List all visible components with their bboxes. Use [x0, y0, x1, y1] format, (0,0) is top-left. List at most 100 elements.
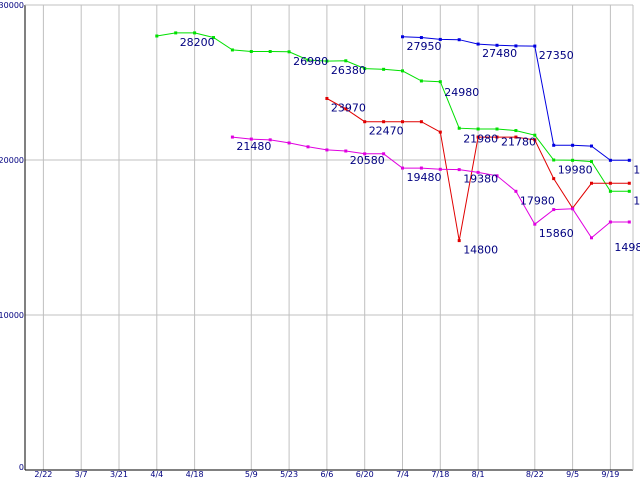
series-point	[552, 177, 556, 181]
series-point	[457, 239, 461, 243]
series-point	[514, 129, 518, 133]
series-point	[401, 120, 404, 124]
series-point	[476, 42, 480, 46]
series-point	[287, 50, 291, 54]
series-2	[325, 96, 631, 243]
series-point	[590, 144, 593, 148]
series-point	[155, 34, 159, 38]
series-point	[495, 135, 499, 139]
series-point	[306, 145, 310, 149]
x-tick-label: 4/4	[150, 470, 163, 479]
series-point	[438, 167, 442, 171]
series-point	[571, 143, 575, 147]
x-tick-label: 5/9	[245, 470, 258, 479]
series-point	[476, 135, 480, 139]
series-point	[325, 148, 329, 152]
data-label: 21480	[236, 140, 271, 153]
series-point	[268, 138, 272, 142]
data-label: 15860	[539, 227, 574, 240]
series-point	[608, 189, 612, 193]
series-point	[552, 158, 556, 162]
x-tick-label: 9/5	[566, 470, 579, 479]
data-label: 27480	[482, 47, 517, 60]
series-line	[232, 136, 630, 239]
data-label: 19480	[407, 171, 442, 184]
series-point	[457, 168, 461, 172]
series-point	[533, 222, 537, 226]
series-point	[401, 166, 404, 170]
series-point	[419, 120, 423, 124]
series-point	[514, 44, 518, 48]
series-3	[230, 135, 631, 240]
y-tick-label: 0	[19, 463, 24, 472]
data-label: 17980	[633, 194, 640, 207]
series-1	[401, 35, 631, 162]
series-point	[590, 160, 593, 164]
series-point	[457, 126, 461, 130]
series-point	[419, 166, 423, 170]
series-point	[212, 36, 215, 40]
series-line	[156, 32, 630, 192]
series-point	[268, 50, 272, 53]
series-point	[533, 133, 537, 137]
series-point	[571, 158, 575, 162]
series-point	[590, 181, 593, 185]
data-label: 21780	[501, 135, 536, 148]
series-point	[476, 127, 480, 131]
series-point	[571, 207, 575, 211]
series-point	[401, 35, 404, 39]
series-point	[193, 31, 197, 35]
data-label: 20580	[350, 154, 385, 167]
x-tick-label: 7/18	[431, 470, 449, 479]
series-point	[344, 59, 348, 63]
series-point	[608, 181, 612, 185]
series-point	[627, 158, 631, 162]
series-point	[306, 58, 310, 62]
series-point	[287, 141, 291, 145]
series-point	[363, 67, 367, 71]
x-tick-label: 6/6	[320, 470, 333, 479]
series-point	[533, 138, 537, 142]
series-point	[419, 36, 423, 40]
series-point	[457, 38, 461, 42]
series-point	[495, 43, 499, 47]
series-point	[438, 37, 442, 41]
series-point	[552, 208, 556, 212]
data-label: 23970	[331, 101, 366, 114]
series-point	[325, 96, 329, 100]
series-point	[382, 67, 386, 71]
x-tick-label: 8/22	[526, 470, 544, 479]
series-point	[533, 44, 537, 48]
data-label: 24980	[444, 86, 479, 99]
series-point	[230, 135, 234, 139]
series-point	[344, 107, 348, 111]
data-label: 22470	[369, 125, 404, 138]
series-point	[363, 120, 367, 124]
series-point	[476, 170, 480, 174]
series-point	[230, 48, 234, 52]
x-tick-label: 2/22	[34, 470, 52, 479]
x-tick-label: 8/1	[472, 470, 485, 479]
data-label: 27950	[407, 40, 442, 53]
series-point	[627, 220, 631, 224]
series-point	[495, 174, 499, 178]
x-tick-label: 7/4	[396, 470, 409, 479]
series-point	[363, 152, 367, 156]
y-tick-label: 10000	[0, 311, 24, 320]
data-label: 21980	[463, 132, 498, 145]
series-point	[438, 80, 442, 84]
series-point	[514, 189, 518, 193]
data-label: 28200	[180, 36, 215, 49]
series-point	[419, 79, 423, 83]
axes	[24, 4, 634, 471]
data-label: 19980	[633, 163, 640, 176]
series-point	[627, 181, 631, 185]
series-point	[495, 127, 499, 131]
data-label: 27350	[539, 49, 574, 62]
series-point	[382, 120, 386, 124]
series-point	[552, 143, 556, 147]
series-point	[344, 149, 348, 153]
